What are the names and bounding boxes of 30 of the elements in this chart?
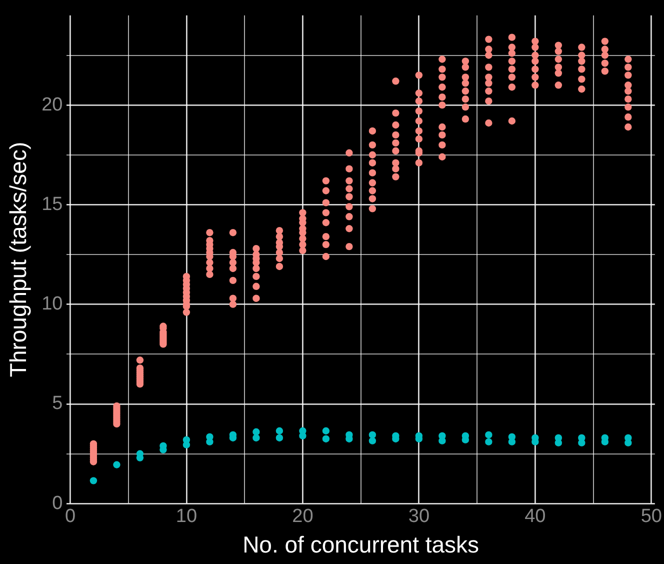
point: [206, 433, 214, 440]
point: [276, 427, 284, 434]
y-tick-label: 0: [52, 492, 63, 514]
point: [322, 435, 330, 442]
point: [554, 434, 562, 442]
point: [485, 431, 492, 438]
point: [485, 438, 492, 446]
point: [624, 434, 632, 442]
point: [368, 431, 376, 438]
point: [252, 428, 260, 436]
x-tick-label: 20: [292, 506, 314, 528]
point: [322, 427, 330, 434]
y-axis-title: Throughput (tasks/sec): [5, 142, 32, 378]
x-tick-label: 50: [640, 506, 662, 528]
point: [578, 434, 586, 442]
point: [113, 461, 120, 468]
point: [90, 477, 98, 484]
point: [182, 436, 190, 444]
x-axis-title: No. of concurrent tasks: [242, 532, 480, 558]
y-tick-label: 10: [42, 294, 63, 315]
y-tick-label: 5: [52, 393, 63, 414]
x-tick-label: 10: [176, 506, 198, 528]
point: [508, 433, 516, 440]
point: [438, 432, 446, 440]
point: [276, 434, 284, 442]
x-tick-label: 40: [524, 506, 546, 528]
point: [299, 427, 306, 434]
x-tick-label: 30: [408, 506, 430, 528]
y-tick-label: 15: [42, 194, 63, 215]
y-tick-label: 20: [42, 94, 63, 116]
